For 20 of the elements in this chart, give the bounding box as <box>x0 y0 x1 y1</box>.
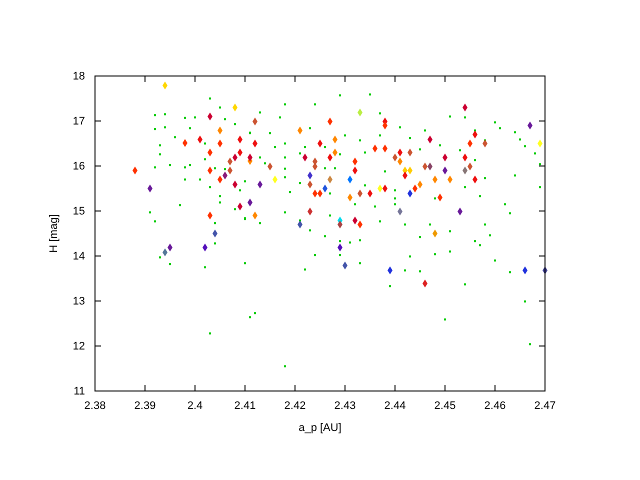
y-tick-label: 12 <box>72 340 85 353</box>
x-tick-label: 2.39 <box>134 400 156 412</box>
x-tick-label: 2.41 <box>234 400 256 412</box>
x-tick-label: 2.47 <box>534 400 556 412</box>
x-tick-label: 2.43 <box>334 400 356 412</box>
y-tick-label: 18 <box>72 70 85 83</box>
x-tick-label: 2.38 <box>84 400 106 412</box>
y-axis-title: H [mag] <box>48 214 60 253</box>
x-axis-title: a_p [AU] <box>298 422 342 434</box>
y-tick-label: 14 <box>72 250 85 263</box>
x-tick-label: 2.4 <box>187 400 203 412</box>
x-tick-label: 2.46 <box>484 400 506 412</box>
x-tick-label: 2.42 <box>284 400 306 412</box>
y-tick-label: 15 <box>72 206 85 218</box>
y-tick-label: 17 <box>72 116 85 128</box>
y-tick-label: 16 <box>72 160 85 173</box>
y-tick-label: 11 <box>74 386 85 398</box>
y-tick-label: 13 <box>72 296 85 308</box>
x-tick-label: 2.44 <box>384 400 406 412</box>
x-tick-label: 2.45 <box>434 400 456 412</box>
